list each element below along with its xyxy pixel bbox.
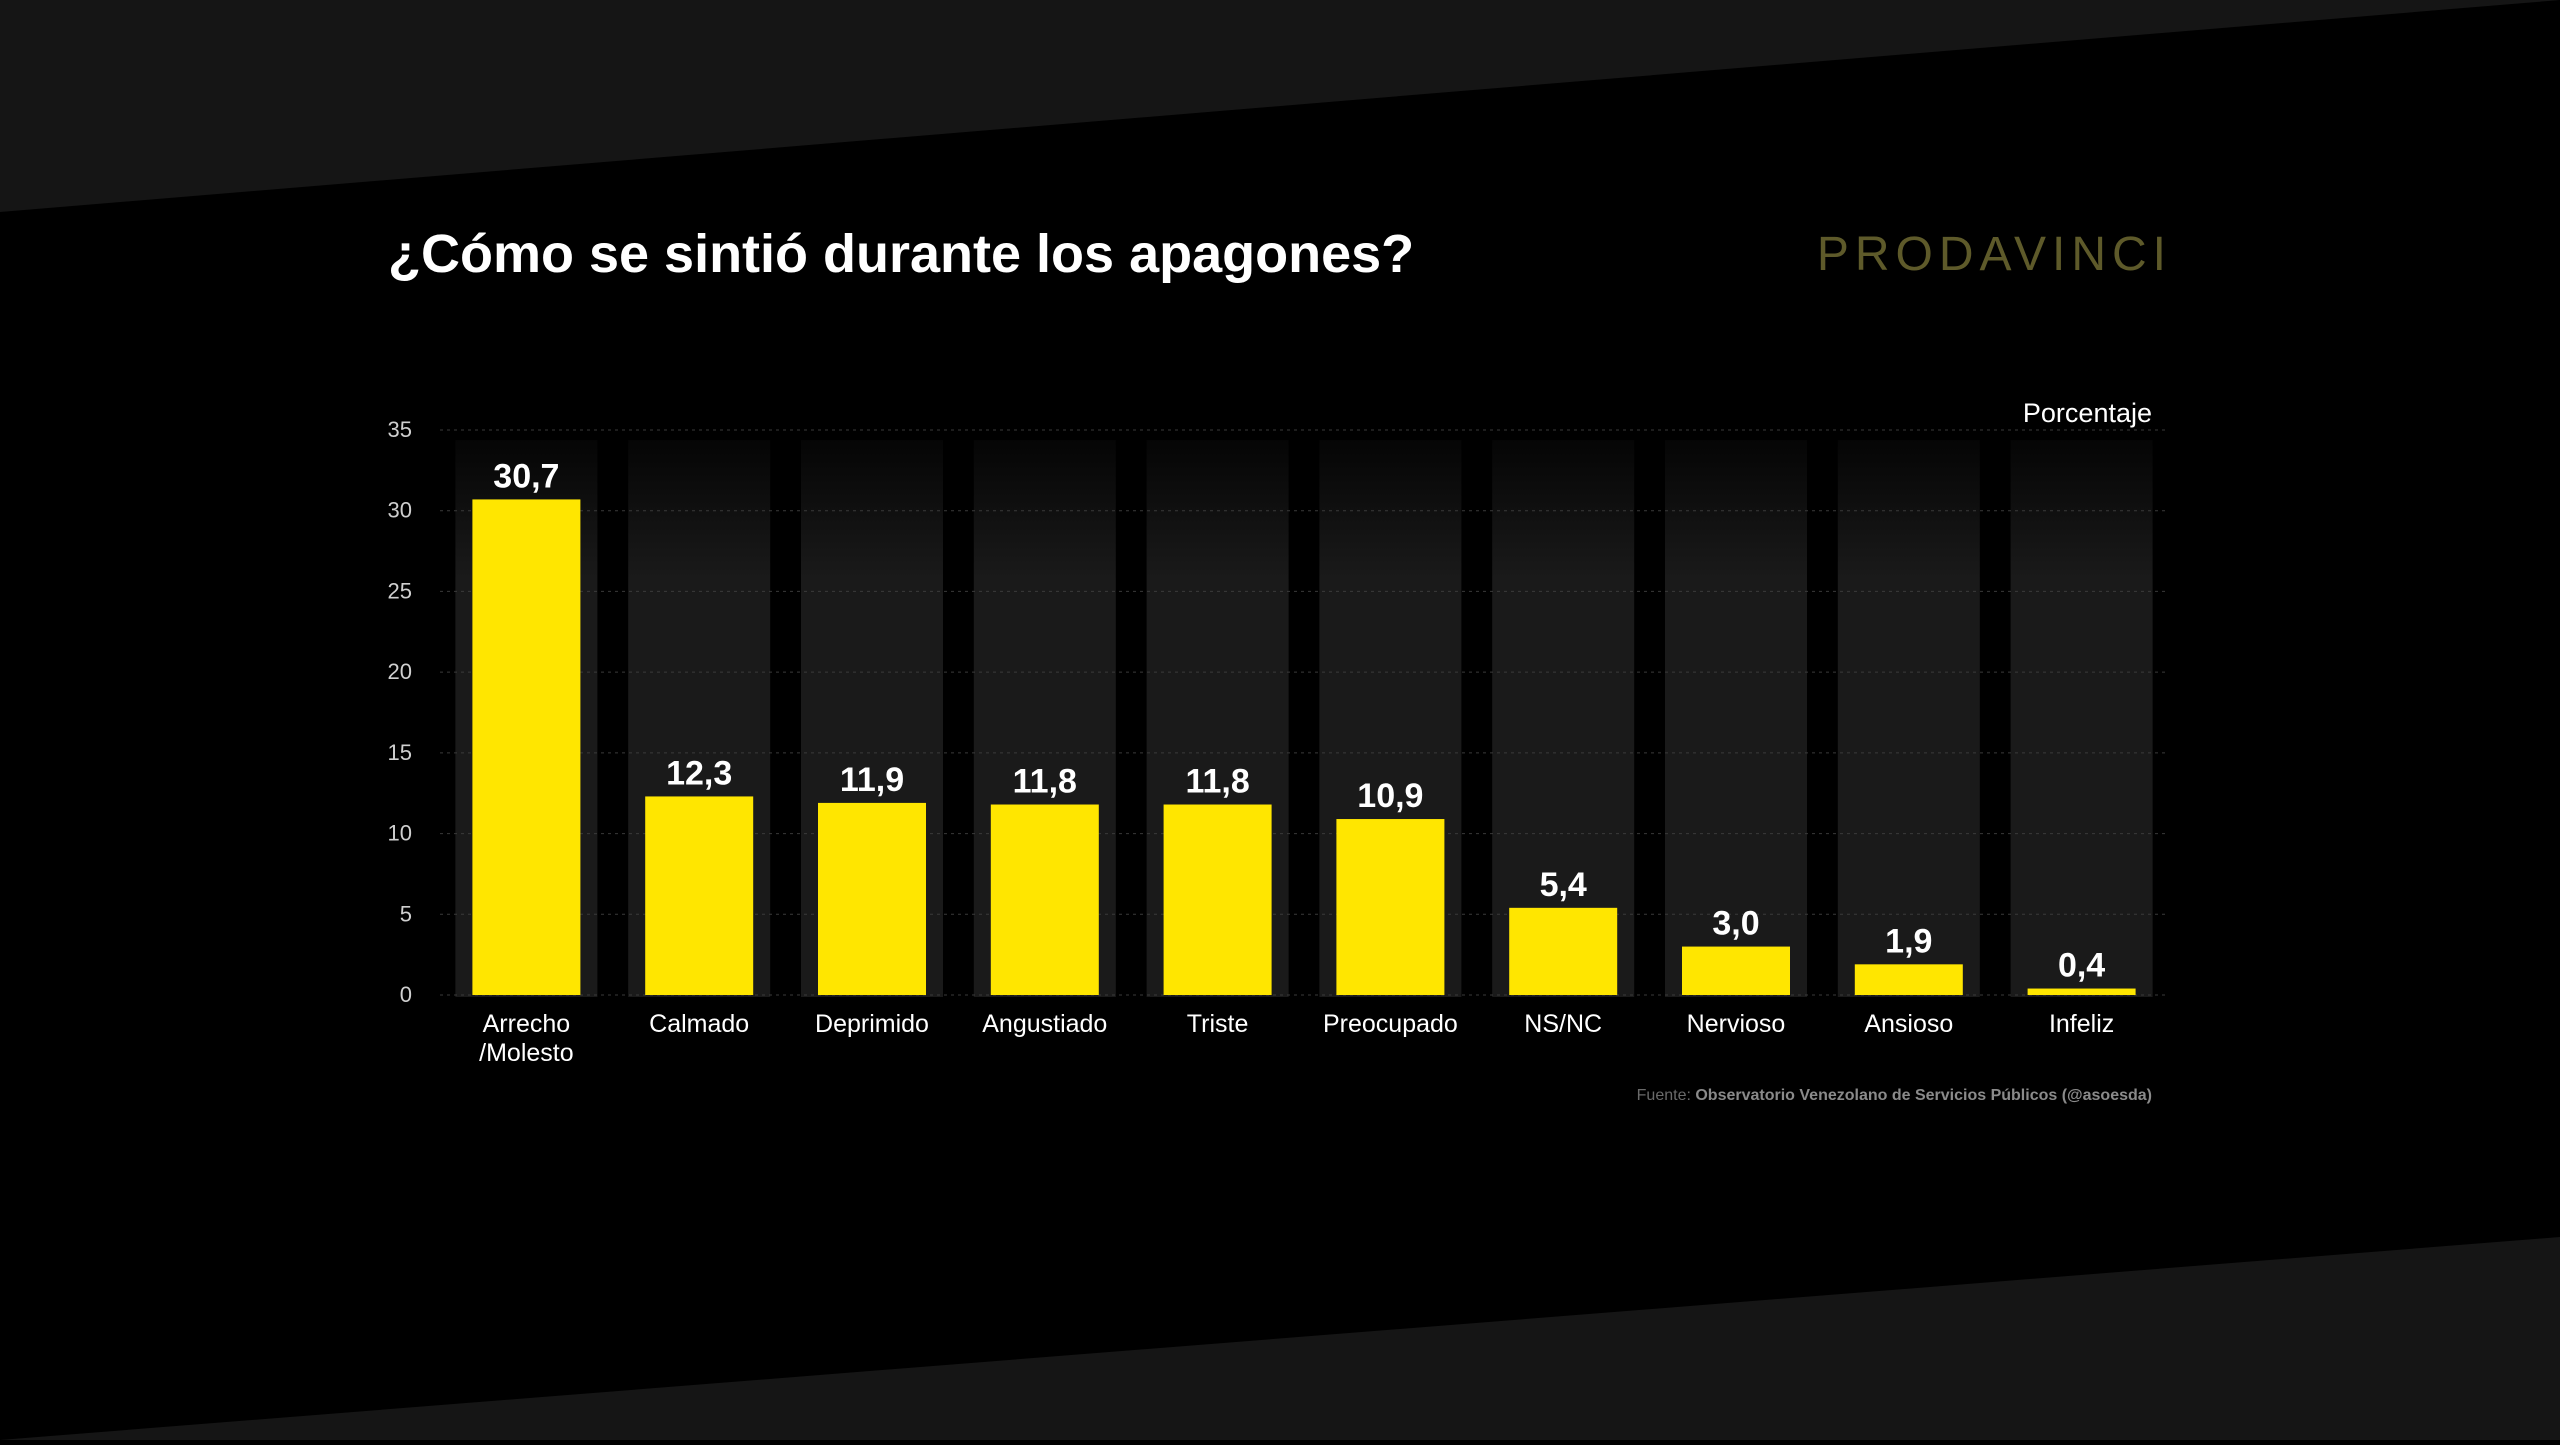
x-axis-labels: Arrecho/Molesto Calmado Deprimido Angustiad… bbox=[479, 1010, 2114, 1067]
y-axis-ticks: 0 5 10 15 20 25 30 35 bbox=[388, 417, 412, 1007]
bar bbox=[990, 804, 1099, 995]
source-note: Fuente: Observatorio Venezolano de Servi… bbox=[1637, 1087, 2152, 1104]
y-tick-label: 30 bbox=[388, 498, 412, 523]
chart-title: ¿Cómo se sintió durante los apagones? bbox=[388, 224, 1414, 284]
x-category-label: Calmado bbox=[649, 1010, 749, 1038]
x-category-label: Nervioso bbox=[1687, 1010, 1786, 1038]
y-tick-label: 35 bbox=[388, 417, 412, 442]
top-diagonal-band bbox=[0, 0, 2560, 212]
x-category-label: Deprimido bbox=[815, 1010, 929, 1038]
y-tick-label: 15 bbox=[388, 740, 412, 765]
bars bbox=[472, 499, 2136, 995]
bar-value-label: 3,0 bbox=[1712, 905, 1759, 943]
y-tick-label: 5 bbox=[400, 901, 412, 926]
bar-value-label: 10,9 bbox=[1357, 777, 1423, 815]
bar-value-label: 11,8 bbox=[1013, 763, 1077, 801]
source-text: Observatorio Venezolano de Servicios Púb… bbox=[1695, 1087, 2152, 1104]
y-tick-label: 0 bbox=[400, 982, 412, 1007]
bar bbox=[1682, 946, 1790, 995]
bar bbox=[1509, 907, 1618, 995]
y-tick-label: 10 bbox=[388, 821, 412, 846]
bar-value-label: 0,4 bbox=[2058, 947, 2105, 985]
column-background bbox=[1492, 440, 1635, 997]
bar bbox=[472, 499, 581, 995]
source-prefix: Fuente: bbox=[1637, 1087, 1696, 1104]
x-category-label: Ansioso bbox=[1864, 1010, 1953, 1038]
x-category-label: Arrecho/Molesto bbox=[479, 1010, 573, 1067]
bar bbox=[1163, 804, 1272, 995]
bar-value-label: 12,3 bbox=[666, 754, 732, 792]
brand-logo-text: PRODAVINCI bbox=[1817, 228, 2172, 281]
bar bbox=[818, 802, 926, 995]
x-category-label: Triste bbox=[1187, 1010, 1249, 1038]
bar bbox=[1854, 964, 1963, 995]
y-tick-label: 25 bbox=[388, 578, 412, 603]
x-category-label: Preocupado bbox=[1323, 1010, 1458, 1038]
x-category-label: NS/NC bbox=[1524, 1010, 1602, 1038]
bar bbox=[2027, 988, 2136, 995]
data-labels: 30,7 12,3 11,9 11,8 11,8 10,9 5,4 3,0 1,9 0,4 bbox=[493, 457, 2105, 984]
bar-value-label: 11,9 bbox=[840, 761, 904, 799]
bar-value-label: 5,4 bbox=[1540, 866, 1587, 904]
unit-label: Porcentaje bbox=[2023, 398, 2152, 428]
x-category-label: Angustiado bbox=[982, 1010, 1107, 1038]
column-background bbox=[1837, 440, 1980, 997]
bar-value-label: 30,7 bbox=[493, 457, 559, 495]
bar-value-label: 11,8 bbox=[1185, 763, 1249, 801]
column-background bbox=[2010, 440, 2153, 997]
bar bbox=[1336, 819, 1445, 995]
x-category-label: Infeliz bbox=[2049, 1010, 2114, 1038]
bottom-diagonal-band bbox=[0, 1237, 2560, 1440]
bar-value-label: 1,9 bbox=[1885, 922, 1932, 960]
y-tick-label: 20 bbox=[388, 659, 412, 684]
bar bbox=[645, 796, 754, 995]
column-background bbox=[1665, 440, 1807, 997]
